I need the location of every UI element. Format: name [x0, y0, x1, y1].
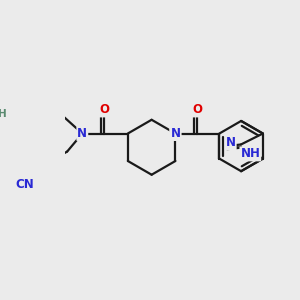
- Text: N: N: [226, 136, 236, 149]
- Text: H: H: [0, 109, 7, 119]
- Text: N: N: [170, 127, 180, 140]
- Text: N: N: [77, 127, 87, 140]
- Text: N: N: [170, 127, 180, 140]
- Text: O: O: [99, 103, 109, 116]
- Text: NH: NH: [240, 147, 260, 161]
- Text: CN: CN: [15, 178, 34, 191]
- Text: O: O: [192, 103, 203, 116]
